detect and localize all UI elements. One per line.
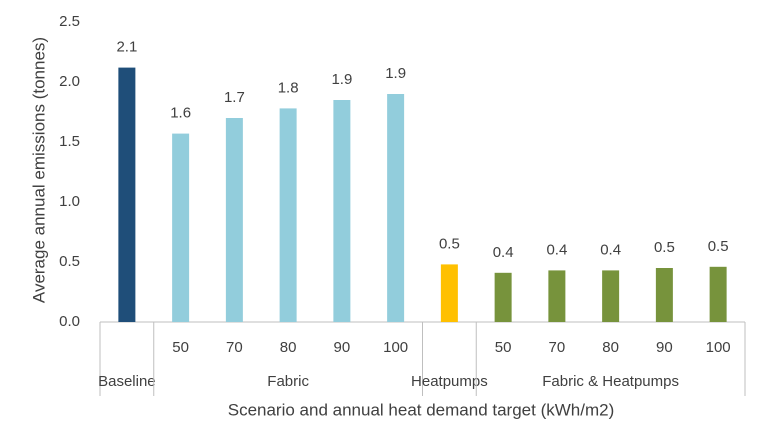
group-label: Fabric <box>267 373 309 390</box>
y-tick-label: 2.0 <box>59 73 80 90</box>
x-tick-label: 80 <box>602 339 619 356</box>
value-label: 0.5 <box>708 238 729 255</box>
bar <box>333 100 351 322</box>
value-label: 0.4 <box>600 241 621 258</box>
bar <box>602 270 620 322</box>
bar <box>709 266 727 322</box>
bar <box>172 133 190 322</box>
value-label: 1.9 <box>385 65 406 82</box>
group-label: Heatpumps <box>411 373 488 390</box>
x-tick-label: 100 <box>706 339 731 356</box>
group-label: Baseline <box>98 373 156 390</box>
value-label: 2.1 <box>116 39 137 56</box>
y-tick-label: 2.5 <box>59 13 80 30</box>
bar <box>440 264 458 322</box>
bar <box>655 268 673 322</box>
x-tick-label: 50 <box>495 339 512 356</box>
group-label: Fabric & Heatpumps <box>542 373 679 390</box>
y-tick-label: 0.5 <box>59 253 80 270</box>
bar <box>118 67 136 322</box>
x-tick-label: 100 <box>383 339 408 356</box>
value-label: 0.4 <box>546 241 567 258</box>
bar <box>494 272 512 322</box>
value-label: 0.5 <box>439 235 460 252</box>
x-tick-label: 70 <box>226 339 243 356</box>
x-tick-label: 80 <box>280 339 297 356</box>
y-tick-label: 0.0 <box>59 313 80 330</box>
x-tick-label: 90 <box>334 339 351 356</box>
bar <box>548 270 566 322</box>
value-label: 1.7 <box>224 89 245 106</box>
bar <box>225 118 243 322</box>
x-tick-label: 90 <box>656 339 673 356</box>
value-label: 1.6 <box>170 105 191 122</box>
bar <box>387 94 405 322</box>
x-tick-label: 70 <box>549 339 566 356</box>
value-label: 0.4 <box>493 244 514 261</box>
y-axis-title: Average annual emissions (tonnes) <box>29 37 48 303</box>
bar <box>279 108 297 323</box>
y-tick-label: 1.5 <box>59 133 80 150</box>
value-label: 0.5 <box>654 239 675 256</box>
value-label: 1.9 <box>331 71 352 88</box>
x-axis-title: Scenario and annual heat demand target (… <box>228 400 615 419</box>
x-tick-label: 50 <box>172 339 189 356</box>
y-tick-label: 1.0 <box>59 193 80 210</box>
value-label: 1.8 <box>278 79 299 96</box>
